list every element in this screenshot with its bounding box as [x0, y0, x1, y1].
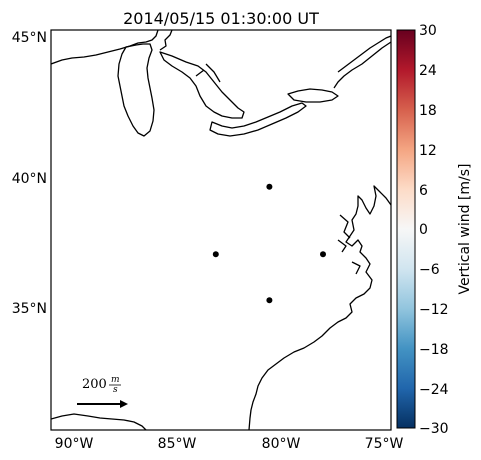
- lat-tick-45: 45°N: [12, 30, 47, 46]
- reference-vector-unit-denominator: s: [113, 385, 118, 395]
- lake-erie-coastline: [209, 102, 307, 137]
- st-lawrence-coastline: [333, 35, 391, 89]
- colorbar-tick: 30: [419, 23, 437, 39]
- colorbar-label: Vertical wind [m/s]: [457, 164, 473, 295]
- lat-tick-35: 35°N: [12, 301, 47, 317]
- station-marker-3: [320, 251, 326, 258]
- map-frame: [50, 29, 392, 431]
- station-marker-1: [266, 183, 273, 190]
- colorbar-tick: −6: [419, 262, 440, 278]
- colorbar-gradient: [396, 29, 416, 429]
- station-markers: [212, 183, 326, 304]
- colorbar-tick: 12: [419, 143, 437, 159]
- colorbar-tick: −18: [419, 342, 449, 358]
- colorbar: 30 24 18 12 6 0 −6 −12 −18 −24 −30 Verti…: [396, 23, 473, 437]
- reference-arrowhead: [120, 400, 128, 408]
- colorbar-tick: −12: [419, 302, 449, 318]
- lake-ontario-coastline: [287, 88, 339, 103]
- longitude-ticks: 90°W 85°W 80°W 75°W: [55, 436, 404, 452]
- chesapeake-bay-coastline: [337, 214, 361, 275]
- colorbar-tick: 0: [419, 222, 428, 238]
- gulf-coastline: [51, 413, 147, 430]
- station-marker-4: [266, 297, 273, 304]
- station-marker-2: [212, 251, 219, 258]
- lake-superior-coastline: [51, 30, 173, 65]
- colorbar-tick: −30: [419, 421, 449, 437]
- lon-tick-90: 90°W: [55, 436, 94, 452]
- colorbar-tick: 24: [419, 63, 437, 79]
- colorbar-ticks: 30 24 18 12 6 0 −6 −12 −18 −24 −30: [419, 23, 449, 437]
- colorbar-tick: −24: [419, 382, 449, 398]
- lake-huron-coastline: [159, 51, 245, 119]
- reference-vector-unit-numerator: m: [111, 375, 120, 385]
- lon-tick-80: 80°W: [262, 436, 301, 452]
- atlantic-coastline: [248, 185, 391, 430]
- map-panel: 200 m s: [50, 29, 392, 431]
- lake-michigan-coastline: [117, 43, 155, 137]
- reference-vector-value: 200: [82, 377, 107, 392]
- reference-vector: 200 m s: [77, 375, 128, 408]
- colorbar-tick: 6: [419, 183, 428, 199]
- lon-tick-85: 85°W: [158, 436, 197, 452]
- latitude-ticks: 45°N 40°N 35°N: [12, 30, 47, 317]
- colorbar-tick: 18: [419, 103, 437, 119]
- lat-tick-40: 40°N: [12, 171, 47, 187]
- lon-tick-75: 75°W: [365, 436, 404, 452]
- plot-title: 2014/05/15 01:30:00 UT: [123, 9, 319, 28]
